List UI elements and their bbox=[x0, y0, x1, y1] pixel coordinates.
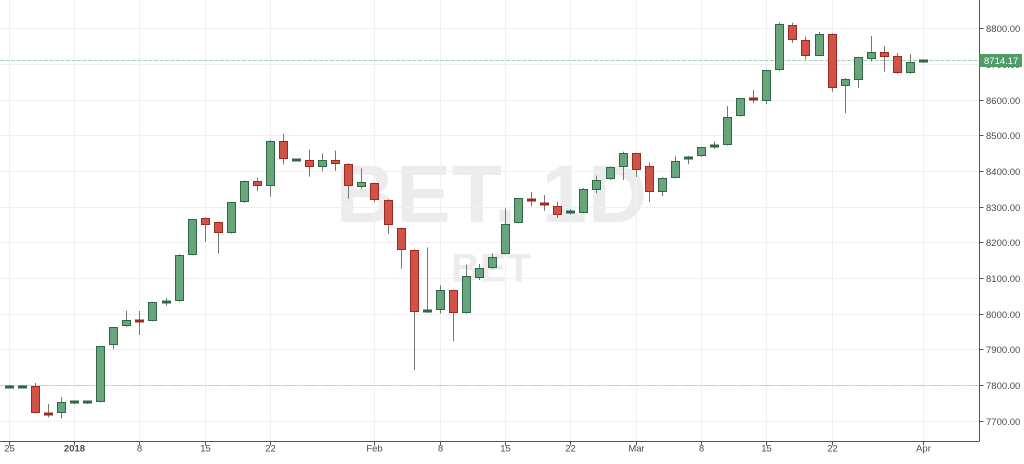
svg-text:8400.00: 8400.00 bbox=[986, 167, 1020, 178]
svg-text:15: 15 bbox=[500, 444, 511, 455]
svg-text:15: 15 bbox=[200, 444, 211, 455]
svg-text:2018: 2018 bbox=[64, 444, 85, 455]
svg-text:Mar: Mar bbox=[628, 444, 644, 455]
svg-text:BET, 1D: BET, 1D bbox=[336, 149, 648, 240]
svg-text:7900.00: 7900.00 bbox=[986, 345, 1020, 356]
svg-text:22: 22 bbox=[565, 444, 576, 455]
svg-text:8: 8 bbox=[699, 444, 704, 455]
svg-text:8: 8 bbox=[438, 444, 443, 455]
svg-text:8714.17: 8714.17 bbox=[984, 56, 1018, 67]
svg-text:15: 15 bbox=[761, 444, 772, 455]
svg-text:22: 22 bbox=[827, 444, 838, 455]
svg-text:Feb: Feb bbox=[366, 444, 382, 455]
svg-text:Apr: Apr bbox=[916, 444, 931, 455]
svg-text:8: 8 bbox=[137, 444, 142, 455]
svg-text:8800.00: 8800.00 bbox=[986, 24, 1020, 35]
svg-text:8300.00: 8300.00 bbox=[986, 203, 1020, 214]
svg-text:22: 22 bbox=[265, 444, 276, 455]
svg-text:8100.00: 8100.00 bbox=[986, 274, 1020, 285]
svg-text:8000.00: 8000.00 bbox=[986, 310, 1020, 321]
svg-text:8600.00: 8600.00 bbox=[986, 96, 1020, 107]
svg-text:25: 25 bbox=[4, 444, 15, 455]
svg-text:7700.00: 7700.00 bbox=[986, 417, 1020, 428]
svg-text:8200.00: 8200.00 bbox=[986, 238, 1020, 249]
svg-text:7800.00: 7800.00 bbox=[986, 381, 1020, 392]
svg-text:8500.00: 8500.00 bbox=[986, 131, 1020, 142]
